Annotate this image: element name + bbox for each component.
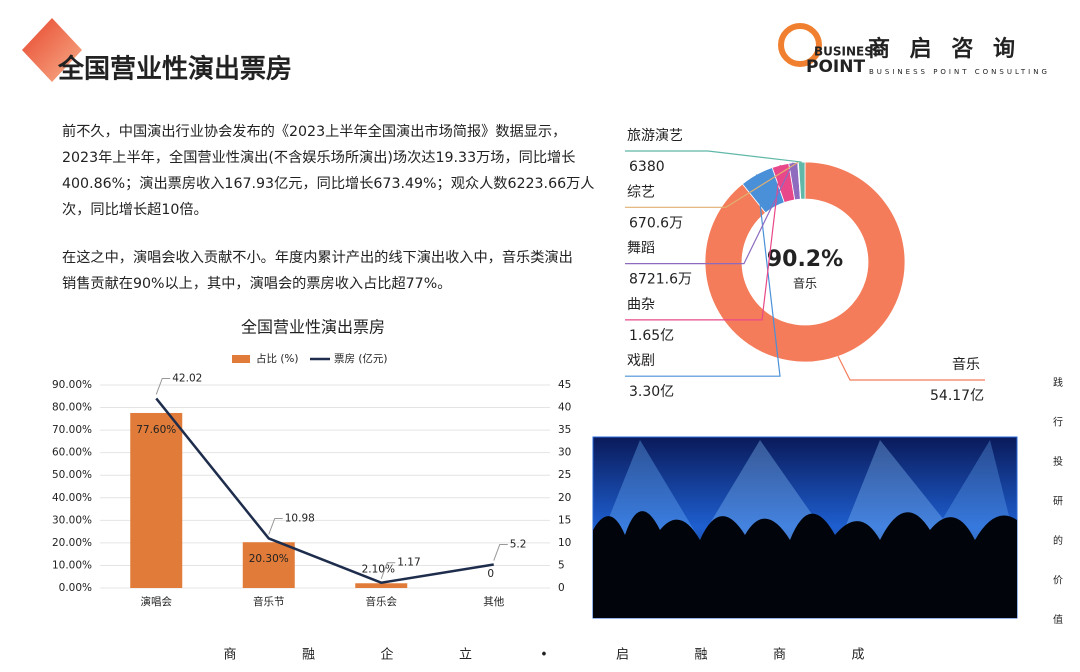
y-tick-label: 0.00% — [59, 582, 92, 594]
y2-tick-label: 10 — [558, 537, 571, 549]
footer-char: 融 — [302, 648, 315, 663]
label-leader — [268, 517, 283, 535]
legend-label: 占比 (%) — [256, 352, 299, 365]
footer-char: 商 — [773, 648, 786, 663]
donut-leader — [625, 150, 802, 163]
footer-char: 成 — [851, 648, 864, 663]
y-tick-label: 50.00% — [52, 469, 92, 481]
line-value-label: 10.98 — [285, 512, 315, 524]
x-tick-label: 音乐节 — [253, 595, 285, 608]
legend-swatch — [232, 355, 250, 363]
donut-value-label: 54.17亿 — [930, 388, 984, 404]
y-tick-label: 40.00% — [52, 492, 92, 504]
donut-value-label: 670.6万 — [629, 215, 683, 231]
y2-tick-label: 5 — [558, 559, 565, 571]
footer-char: 商 — [223, 648, 236, 663]
x-tick-label: 音乐会 — [366, 595, 398, 608]
y-tick-label: 70.00% — [52, 424, 92, 436]
brand: 商 启 咨 询 — [868, 36, 1021, 62]
corner-diamond — [22, 18, 82, 82]
donut-value-label: 8721.6万 — [629, 272, 692, 288]
bar-value-label: 77.60% — [136, 424, 176, 436]
y-tick-label: 90.00% — [52, 379, 92, 391]
y-tick-label: 20.00% — [52, 537, 92, 549]
line-value-label: 5.2 — [510, 539, 527, 551]
bar-value-label: 20.30% — [249, 553, 289, 565]
label-leader — [493, 544, 508, 561]
paragraph-line: 销售贡献在90%以上，其中，演唱会的票房收入占比超77%。 — [62, 275, 451, 292]
y2-tick-label: 35 — [558, 424, 571, 436]
slide-title: 全国营业性演出票房 — [57, 54, 292, 85]
side-char: 研 — [1053, 496, 1063, 508]
side-char: 践 — [1053, 376, 1063, 389]
donut-category: 音乐 — [952, 356, 980, 373]
paragraph-line: 前不久，中国演出行业协会发布的《2023上半年全国演出市场简报》数据显示， — [62, 123, 566, 140]
concert-photo — [592, 436, 1018, 619]
bar — [130, 412, 183, 588]
donut-category: 戏剧 — [627, 353, 655, 369]
y2-tick-label: 40 — [558, 402, 571, 414]
y2-tick-label: 25 — [558, 469, 571, 481]
paragraph-line: 次，同比增长超10倍。 — [62, 202, 208, 218]
bar-value-label: 0 — [487, 568, 494, 580]
donut-category: 曲杂 — [627, 297, 655, 313]
y-tick-label: 10.00% — [52, 559, 92, 571]
donut-leader — [625, 162, 794, 265]
paragraph-line: 在这之中，演唱会收入贡献不小。年度内累计产出的线下演出收入中，音乐类演出 — [62, 249, 573, 266]
chart-title: 全国营业性演出票房 — [241, 318, 385, 337]
y2-tick-label: 15 — [558, 514, 571, 526]
logo-mark — [778, 23, 822, 67]
side-char: 的 — [1053, 534, 1063, 547]
donut-value-label: 1.65亿 — [629, 328, 674, 344]
bar — [242, 542, 295, 588]
logo-top: BUSINESS — [814, 45, 881, 59]
y2-tick-label: 30 — [558, 447, 571, 459]
y-tick-label: 60.00% — [52, 447, 92, 459]
label-leader — [155, 377, 171, 395]
donut-center-label: 音乐 — [793, 276, 817, 291]
donut-value-label: 6380 — [629, 159, 665, 175]
line-value-label: 1.17 — [397, 557, 420, 569]
donut-category: 综艺 — [627, 184, 655, 200]
footer-char: • — [540, 648, 548, 663]
side-char: 投 — [1053, 455, 1063, 468]
y-tick-label: 80.00% — [52, 402, 92, 414]
bar — [355, 583, 408, 588]
donut-segment — [704, 161, 906, 363]
footer-char: 企 — [380, 647, 393, 663]
y-tick-label: 30.00% — [52, 514, 92, 526]
paragraph-line: 2023年上半年，全国营业性演出(不含娱乐场所演出)场次达19.33万场，同比增… — [62, 149, 575, 166]
donut-leader — [837, 356, 985, 381]
donut-value-label: 3.30亿 — [629, 384, 674, 400]
paragraph-line: 400.86%；演出票房收入167.93亿元，同比增长673.49%；观众人数6… — [62, 176, 595, 192]
donut-category: 舞蹈 — [627, 241, 655, 257]
label-leader — [380, 562, 396, 579]
y2-tick-label: 45 — [558, 379, 571, 391]
line-value-label: 42.02 — [172, 372, 202, 384]
y2-tick-label: 20 — [558, 492, 571, 504]
footer-char: 融 — [694, 648, 707, 663]
line-series — [155, 397, 494, 585]
y2-tick-label: 0 — [558, 582, 565, 594]
donut-center-value: 90.2% — [767, 247, 843, 272]
logo-bottom: POINT — [806, 57, 865, 77]
donut-leader — [625, 174, 781, 377]
side-char: 行 — [1053, 416, 1063, 429]
side-char: 价 — [1053, 575, 1063, 587]
footer-char: 立 — [459, 648, 472, 663]
donut-category: 旅游演艺 — [627, 128, 683, 144]
brand-en: BUSINESS POINT CONSULTING — [869, 68, 1050, 76]
side-char: 值 — [1053, 613, 1063, 626]
bar-value-label: 2.10% — [362, 563, 395, 575]
x-tick-label: 其他 — [483, 595, 504, 608]
footer-char: 启 — [616, 648, 629, 663]
donut-leader — [625, 161, 799, 208]
legend-label: 票房 (亿元) — [334, 352, 388, 365]
x-tick-label: 演唱会 — [141, 595, 173, 608]
donut-leader — [625, 165, 781, 321]
